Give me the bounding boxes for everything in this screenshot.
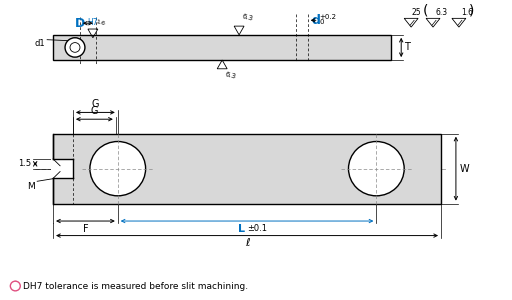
Text: 6.3: 6.3 xyxy=(224,71,237,80)
Text: D: D xyxy=(75,17,85,30)
Text: G: G xyxy=(91,106,98,116)
Text: T: T xyxy=(404,42,410,52)
Circle shape xyxy=(70,43,80,52)
Text: 1.6: 1.6 xyxy=(95,19,105,26)
Text: L: L xyxy=(238,224,245,234)
Text: 6.3: 6.3 xyxy=(435,8,447,17)
Text: +0.2: +0.2 xyxy=(319,14,337,20)
Text: 1.6: 1.6 xyxy=(461,8,473,17)
Circle shape xyxy=(65,38,85,57)
Text: H7: H7 xyxy=(87,18,98,27)
Text: W: W xyxy=(460,164,470,174)
Circle shape xyxy=(10,281,20,291)
Bar xyxy=(51,159,73,178)
Text: ±0.1: ±0.1 xyxy=(247,224,267,233)
Text: d1: d1 xyxy=(34,39,45,48)
Text: ): ) xyxy=(469,3,474,17)
Text: M: M xyxy=(28,182,35,191)
Bar xyxy=(53,35,391,60)
Circle shape xyxy=(90,142,145,196)
Circle shape xyxy=(349,142,404,196)
Text: G: G xyxy=(92,98,99,109)
Text: DH7 tolerance is measured before slit machining.: DH7 tolerance is measured before slit ma… xyxy=(23,283,248,292)
Bar xyxy=(53,134,441,204)
Text: (: ( xyxy=(423,3,429,17)
Text: F: F xyxy=(82,224,88,234)
Text: 0: 0 xyxy=(319,19,324,25)
Text: d: d xyxy=(312,14,321,26)
Text: ℓ: ℓ xyxy=(245,238,249,248)
Text: 25: 25 xyxy=(411,8,421,17)
Text: 6.3: 6.3 xyxy=(241,14,253,22)
Text: 1.5: 1.5 xyxy=(18,159,31,168)
